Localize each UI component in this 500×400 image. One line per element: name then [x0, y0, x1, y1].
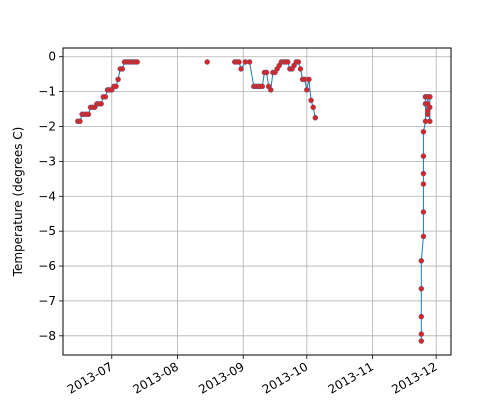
x-tick-label: 2013-12	[389, 359, 439, 396]
data-point	[418, 338, 425, 344]
data-point	[308, 97, 314, 104]
data-point	[268, 87, 274, 93]
data-point	[418, 331, 425, 337]
data-point	[420, 170, 427, 177]
data-point	[420, 128, 427, 135]
x-tick-label: 2013-07	[65, 359, 115, 396]
data-point	[297, 66, 304, 72]
x-tick-label: 2013-10	[260, 359, 310, 396]
data-point	[284, 59, 291, 65]
data-point	[306, 76, 312, 83]
series-markers	[75, 59, 433, 344]
y-tick-label: −1	[38, 85, 56, 99]
data-point	[295, 59, 302, 65]
data-point	[77, 118, 83, 125]
y-tick-label: 0	[48, 50, 56, 64]
y-tick-label: −4	[38, 189, 56, 203]
y-tick-label: −6	[38, 259, 56, 273]
data-point	[420, 181, 427, 187]
data-point	[263, 69, 270, 76]
data-point	[418, 285, 425, 292]
x-tick-label: 2013-11	[326, 359, 376, 396]
x-tick-label: 2013-08	[131, 359, 181, 396]
data-point	[420, 233, 427, 240]
grid-lines	[63, 48, 451, 355]
data-point	[427, 94, 433, 100]
y-tick-label: −5	[38, 224, 56, 238]
data-point	[420, 209, 427, 215]
data-point	[119, 66, 126, 72]
data-point	[427, 118, 433, 125]
y-tick-label: −7	[38, 294, 56, 308]
data-point	[418, 258, 425, 264]
data-point	[85, 111, 92, 118]
data-point	[427, 104, 433, 111]
axes-frame	[62, 47, 452, 356]
data-point	[259, 83, 266, 90]
data-point	[204, 59, 210, 65]
data-point	[113, 83, 119, 90]
data-point	[238, 66, 244, 72]
data-point	[236, 59, 242, 65]
data-point	[310, 104, 316, 111]
x-tick-label: 2013-09	[196, 359, 246, 396]
data-point	[246, 59, 253, 65]
data-point	[134, 59, 140, 65]
data-point	[304, 87, 310, 93]
y-tick-label: −8	[38, 329, 56, 343]
data-point	[312, 115, 319, 121]
data-point	[102, 94, 109, 100]
data-point	[115, 76, 121, 83]
data-point	[98, 101, 104, 107]
y-tick-label: −3	[38, 154, 56, 168]
y-axis-label: Temperature (degrees C)	[11, 127, 25, 278]
data-point	[418, 313, 425, 320]
y-tick-label: −2	[38, 119, 56, 133]
data-point	[420, 153, 427, 159]
series-line	[77, 61, 431, 341]
series-line-segment	[420, 96, 431, 341]
